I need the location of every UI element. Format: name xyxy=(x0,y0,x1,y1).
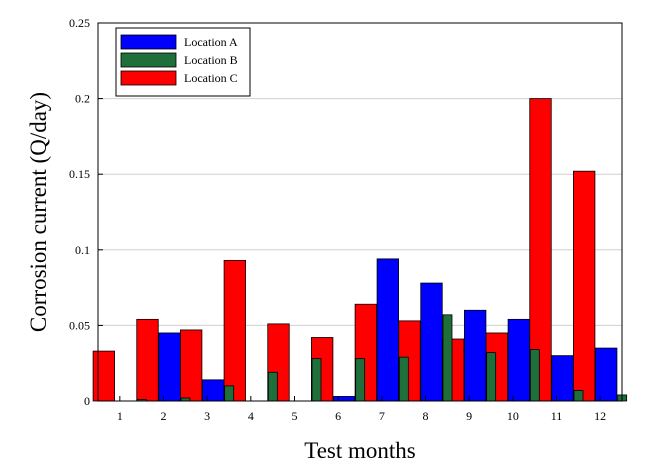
bar-location-b-month-7 xyxy=(398,356,409,402)
bar-location-c-month-3 xyxy=(180,329,203,402)
bar-location-b-month-9 xyxy=(486,352,497,402)
bar-location-b-month-6 xyxy=(355,358,366,402)
bar-location-b-month-10 xyxy=(529,349,540,402)
y-tick-label: 0.05 xyxy=(69,318,90,332)
bar-location-b-month-8 xyxy=(442,314,453,402)
x-tick-label: 10 xyxy=(507,409,519,423)
bar-location-a-month-9 xyxy=(464,309,487,402)
y-tick-label: 0.25 xyxy=(69,16,90,30)
x-tick-label: 7 xyxy=(379,409,385,423)
y-tick-label: 0.2 xyxy=(75,92,90,106)
bar-location-b-month-3 xyxy=(224,385,235,402)
bar-location-a-month-10 xyxy=(507,318,530,402)
legend-label: Location C xyxy=(184,71,238,85)
bar-location-b-month-5 xyxy=(311,358,322,402)
bar-location-b-month-11 xyxy=(573,390,584,402)
legend-swatch xyxy=(120,34,177,50)
bar-location-a-month-6 xyxy=(333,396,356,402)
bar-location-a-month-3 xyxy=(202,379,225,402)
x-tick-label: 9 xyxy=(466,409,472,423)
bar-location-a-month-8 xyxy=(420,282,443,402)
x-tick-label: 3 xyxy=(204,409,210,423)
legend-swatch xyxy=(120,70,177,86)
bar-location-a-month-11 xyxy=(551,355,574,402)
x-axis-ticks: 1 2 3 4 5 6 7 8 9 10 11 12 xyxy=(117,396,606,423)
x-tick-label: 12 xyxy=(594,409,606,423)
x-tick-label: 5 xyxy=(292,409,298,423)
x-tick-label: 8 xyxy=(423,409,429,423)
y-tick-label: 0.15 xyxy=(69,167,90,181)
bar-location-c-month-2 xyxy=(136,318,159,402)
legend: Location A Location B Location C xyxy=(115,27,251,97)
bar-location-a-month-7 xyxy=(376,258,399,402)
x-tick-label: 2 xyxy=(161,409,167,423)
x-tick-label: 11 xyxy=(551,409,563,423)
bar-location-a-month-12 xyxy=(595,347,618,402)
y-tick-label: 0 xyxy=(84,394,90,408)
legend-label: Location A xyxy=(184,35,238,49)
bar-location-c-month-1 xyxy=(92,350,115,402)
legend-swatch xyxy=(120,52,177,68)
legend-label: Location B xyxy=(184,53,238,67)
bar-location-b-month-4 xyxy=(267,371,278,402)
x-tick-label: 4 xyxy=(248,409,254,423)
bar-location-c-month-12 xyxy=(573,170,596,402)
plot-area-frame xyxy=(97,22,623,402)
x-axis-title: Test months xyxy=(304,438,416,463)
x-tick-label: 6 xyxy=(335,409,341,423)
bar-location-a-month-2 xyxy=(158,332,181,402)
y-axis-title: Corrosion current (Q/day) xyxy=(26,92,51,332)
y-tick-label: 0.1 xyxy=(75,243,90,257)
y-axis-ticks: 0 0.05 0.1 0.15 0.2 0.25 xyxy=(69,16,103,408)
bar-location-c-month-4 xyxy=(223,259,246,402)
x-tick-label: 1 xyxy=(117,409,123,423)
